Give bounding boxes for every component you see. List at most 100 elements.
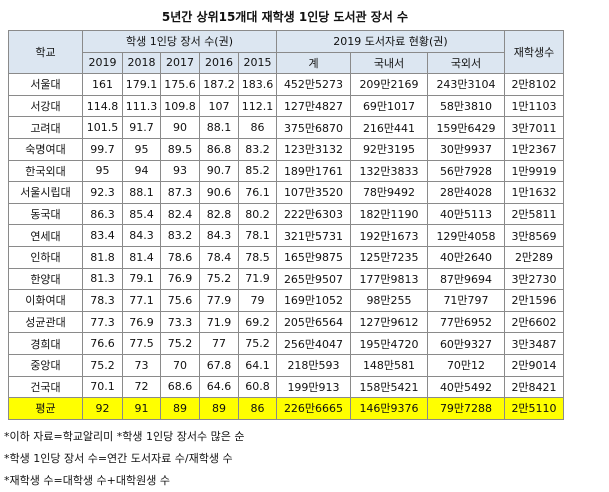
header-cell: 국외서	[427, 51, 505, 75]
table-row: 중앙대 75.2 73 70 67.8 64.1 218만593 148만581 70만12 2만…	[8, 353, 564, 377]
table-row: 서울대 161 179.1 175.6 187.2 183.6 452만5273 209만21…	[8, 73, 564, 96]
header-cell: 2019 도서자료 현황(권)	[276, 30, 505, 53]
cell: 78.1	[238, 224, 277, 247]
cell: 95	[122, 137, 161, 161]
cell: 92	[82, 397, 123, 420]
table-row: 경희대 76.6 77.5 75.2 77 75.2 256만4047 195만4720 60만…	[8, 332, 564, 355]
cell: 90.6	[199, 181, 239, 204]
cell: 69.2	[238, 310, 277, 334]
cell: 79.1	[122, 267, 161, 291]
cell: 경희대	[8, 332, 83, 355]
cell: 205만6564	[276, 310, 351, 334]
cell: 68.6	[160, 375, 200, 399]
cell: 58만3810	[427, 94, 505, 118]
cell: 40만5113	[427, 202, 505, 226]
cell: 86.3	[82, 202, 123, 226]
header-cell: 계	[276, 51, 351, 75]
cell: 321만5731	[276, 224, 351, 247]
cell: 2만1596	[504, 289, 564, 312]
table-row: 동국대 86.3 85.4 82.4 82.8 80.2 222만6303 182만1190 4…	[8, 202, 564, 226]
header-cell: 국내서	[350, 51, 428, 75]
cell: 81.8	[82, 245, 123, 269]
cell: 165만9875	[276, 245, 351, 269]
table-row: 한양대 81.3 79.1 76.9 75.2 71.9 265만9507 177만9813 8…	[8, 267, 564, 291]
cell: 78.3	[82, 289, 123, 312]
cell: 132만3833	[350, 159, 428, 183]
note: *재학생 수=대학생 수+대학원생 수	[4, 474, 170, 487]
cell: 1만1632	[504, 181, 564, 204]
cell: 71.9	[199, 310, 239, 334]
cell: 2만8421	[504, 375, 564, 399]
cell: 75.6	[160, 289, 200, 312]
cell: 77.9	[199, 289, 239, 312]
cell: 256만4047	[276, 332, 351, 355]
cell: 75.2	[82, 353, 123, 377]
cell: 1만1103	[504, 94, 564, 118]
cell: 148만581	[350, 353, 428, 377]
cell: 86.8	[199, 137, 239, 161]
cell: 85.2	[238, 159, 277, 183]
average-row: 평균 92 91 89 89 86 226만6665 146만9376 79만7288 2만511…	[8, 397, 564, 420]
cell: 82.4	[160, 202, 200, 226]
header-cell: 2018	[122, 51, 161, 75]
cell: 86	[238, 116, 277, 139]
cell: 평균	[8, 397, 83, 420]
cell: 75.2	[199, 267, 239, 291]
cell: 89.5	[160, 137, 200, 161]
cell: 64.1	[238, 353, 277, 377]
cell: 179.1	[122, 73, 161, 96]
cell: 183.6	[238, 73, 277, 96]
cell: 서강대	[8, 94, 83, 118]
cell: 1만2367	[504, 137, 564, 161]
cell: 2만5110	[504, 397, 564, 420]
cell: 40만2640	[427, 245, 505, 269]
cell: 77.5	[122, 332, 161, 355]
header-cell: 2017	[160, 51, 200, 75]
cell: 73.3	[160, 310, 200, 334]
cell: 86	[238, 397, 277, 420]
cell: 80.2	[238, 202, 277, 226]
cell: 192만1673	[350, 224, 428, 247]
note: *이하 자료=학교알리미 *학생 1인당 장서수 많은 순	[4, 430, 245, 443]
table-row: 숙명여대 99.7 95 89.5 86.8 83.2 123만3132 92만3195 30만…	[8, 137, 564, 161]
table-row: 성균관대 77.3 76.9 73.3 71.9 69.2 205만6564 127만9612…	[8, 310, 564, 334]
cell: 125만7235	[350, 245, 428, 269]
cell: 76.1	[238, 181, 277, 204]
cell: 88.1	[122, 181, 161, 204]
cell: 88.1	[199, 116, 239, 139]
cell: 89	[160, 397, 200, 420]
cell: 95	[82, 159, 123, 183]
cell: 83.2	[238, 137, 277, 161]
cell: 78.6	[160, 245, 200, 269]
header-cell: 2016	[199, 51, 239, 75]
cell: 2만8102	[504, 73, 564, 96]
cell: 64.6	[199, 375, 239, 399]
cell: 92.3	[82, 181, 123, 204]
header-cell: 2015	[238, 51, 277, 75]
cell: 78.5	[238, 245, 277, 269]
cell: 199만913	[276, 375, 351, 399]
cell: 한양대	[8, 267, 83, 291]
table-row: 연세대 83.4 84.3 83.2 84.3 78.1 321만5731 192만1673 1…	[8, 224, 564, 247]
library-table: 학교 학생 1인당 장서 수(권) 2019 도서자료 현황(권) 재학생수 2…	[8, 29, 564, 420]
cell: 123만3132	[276, 137, 351, 161]
cell: 동국대	[8, 202, 83, 226]
cell: 82.8	[199, 202, 239, 226]
cell: 71.9	[238, 267, 277, 291]
cell: 67.8	[199, 353, 239, 377]
cell: 91	[122, 397, 161, 420]
cell: 89	[199, 397, 239, 420]
cell: 2만9014	[504, 353, 564, 377]
cell: 28만4028	[427, 181, 505, 204]
cell: 76.9	[122, 310, 161, 334]
cell: 56만7928	[427, 159, 505, 183]
cell: 75.2	[160, 332, 200, 355]
table-row: 인하대 81.8 81.4 78.6 78.4 78.5 165만9875 125만7235 4…	[8, 245, 564, 269]
cell: 91.7	[122, 116, 161, 139]
cell: 158만5421	[350, 375, 428, 399]
cell: 60.8	[238, 375, 277, 399]
cell: 서울대	[8, 73, 83, 96]
cell: 94	[122, 159, 161, 183]
cell: 70.1	[82, 375, 123, 399]
